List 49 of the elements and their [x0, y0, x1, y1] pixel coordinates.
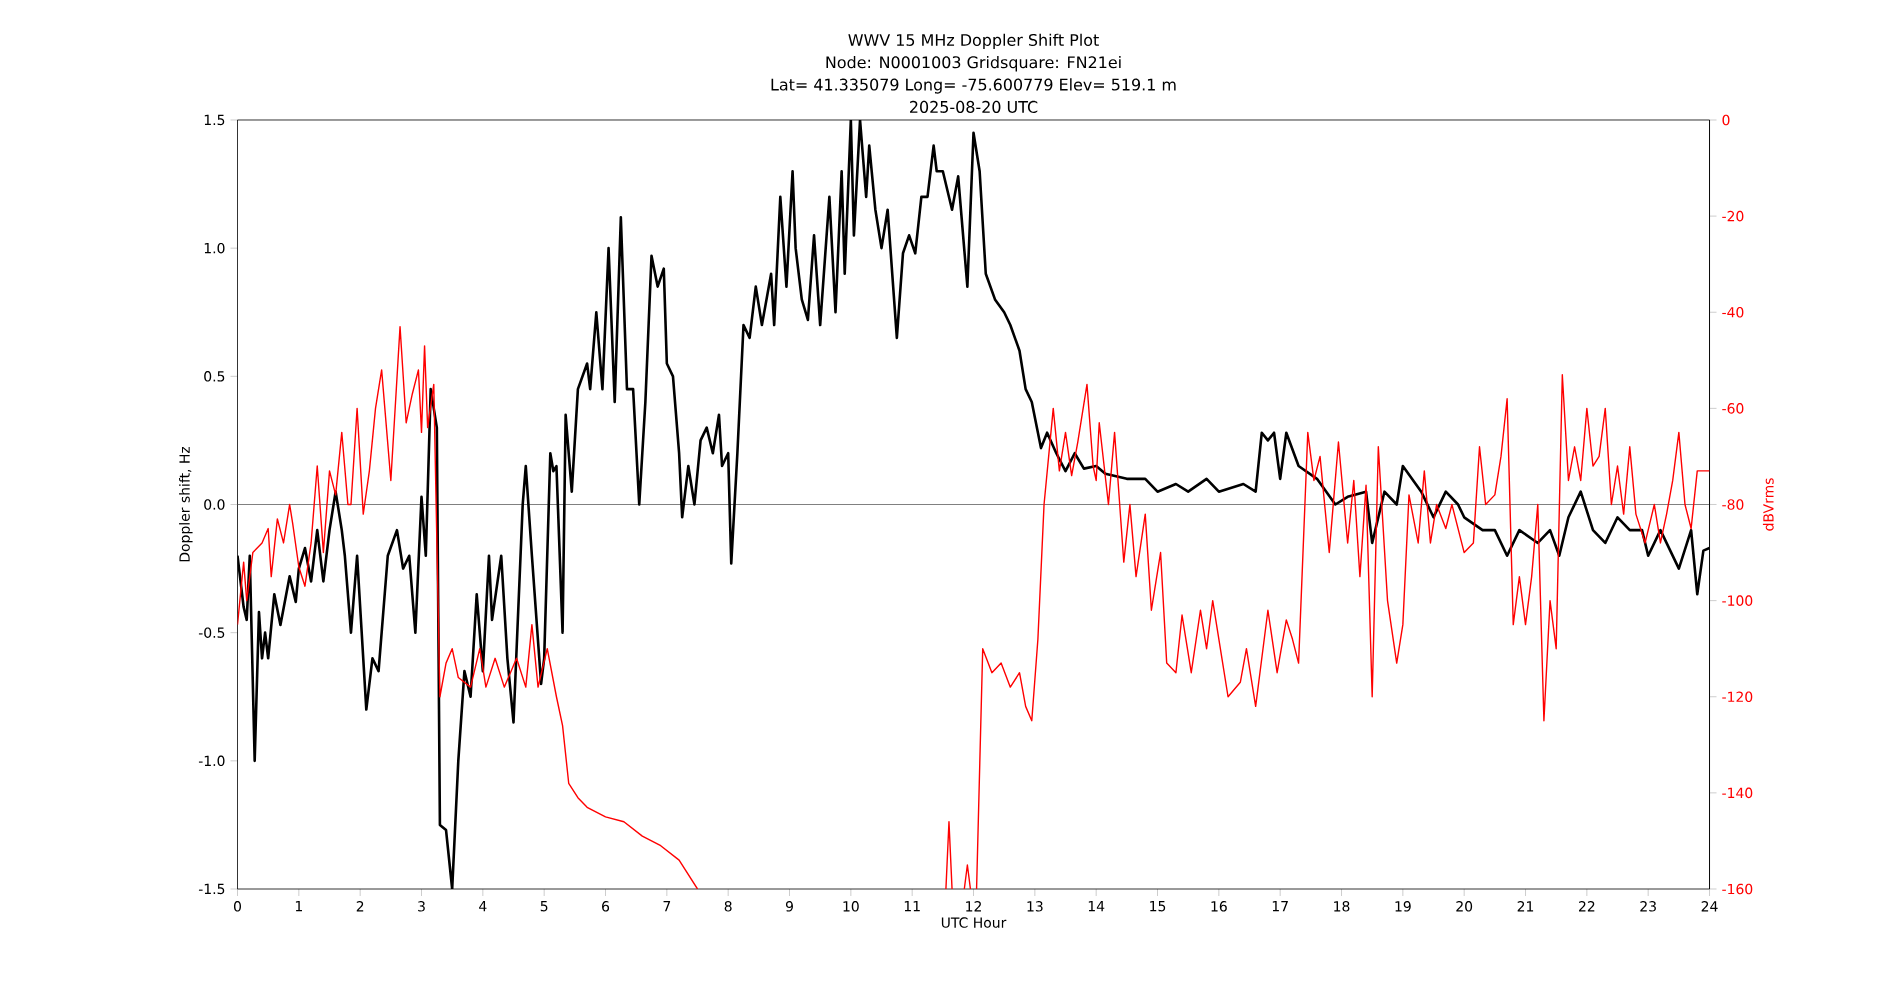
x-tick-label: 19	[1395, 901, 1411, 912]
y-axis-title: Doppler shift, Hz	[179, 446, 193, 562]
y2-tick-label: -160	[1722, 883, 1753, 895]
x-tick-label: 20	[1456, 901, 1473, 912]
line-series	[237, 119, 1710, 889]
y2-tick-label: -20	[1722, 210, 1744, 222]
y-tick-label: 0.0	[204, 499, 225, 510]
y-tick-label: 1.5	[204, 114, 225, 126]
chart-title: WWV 15 MHz Doppler Shift Plot	[848, 33, 1099, 50]
text: Lat= 41.335079 Long= -75.600779 Elev= 519.1 m	[771, 78, 1176, 94]
x-tick-label: 24	[1701, 901, 1718, 912]
x-tick-label: 15	[1150, 901, 1166, 912]
y2-tick-label: -100	[1722, 595, 1753, 606]
x-tick-label: 11	[904, 901, 920, 912]
x-tick-label: 0	[233, 901, 241, 912]
text: 2025-08-20 UTC	[910, 100, 1038, 113]
y-tick-label: 0.5	[204, 371, 225, 382]
x-tick-label: 18	[1334, 901, 1350, 912]
x-tick-label: 21	[1517, 901, 1534, 912]
x-tick-label: 14	[1088, 901, 1105, 912]
x-tick-label: 13	[1027, 901, 1043, 912]
x-tick-label: 3	[418, 901, 425, 912]
y2-tick-label: -80	[1722, 499, 1744, 510]
x-tick-label: 23	[1640, 901, 1656, 912]
x-tick-label: 8	[724, 901, 732, 912]
x-tick-label: 5	[540, 901, 548, 912]
y-tick-label: -1.5	[198, 883, 225, 895]
x-tick-label: 12	[966, 901, 981, 912]
x-tick-label: 1	[295, 901, 302, 912]
x-tick-label: 7	[663, 901, 671, 912]
x-tick-label: 17	[1272, 901, 1288, 912]
x-tick-label: 2	[356, 901, 364, 912]
y2-tick-label: -120	[1722, 691, 1753, 703]
y2-tick-label: -140	[1722, 787, 1753, 799]
x-tick-label: 6	[602, 901, 610, 912]
y2-axis-title: dBVrms	[1762, 478, 1774, 531]
x-tick-label: 4	[479, 901, 487, 912]
y-tick-label: 1.0	[204, 242, 225, 254]
x-tick-label: 22	[1579, 901, 1595, 912]
y-tick-label: -0.5	[198, 627, 225, 638]
chart-subtitle: Node: N0001003 Gridsquare: FN21ei	[826, 55, 1121, 72]
x-tick-label: 10	[843, 901, 859, 912]
x-tick-label: 9	[785, 901, 793, 912]
y-tick-label: -1.0	[198, 755, 225, 767]
x-axis-title: UTC Hour	[941, 917, 1007, 928]
y2-tick-label: 0	[1722, 114, 1730, 126]
y2-tick-label: -40	[1722, 306, 1744, 318]
y2-tick-label: -60	[1722, 403, 1744, 414]
x-tick-label: 16	[1211, 901, 1227, 912]
